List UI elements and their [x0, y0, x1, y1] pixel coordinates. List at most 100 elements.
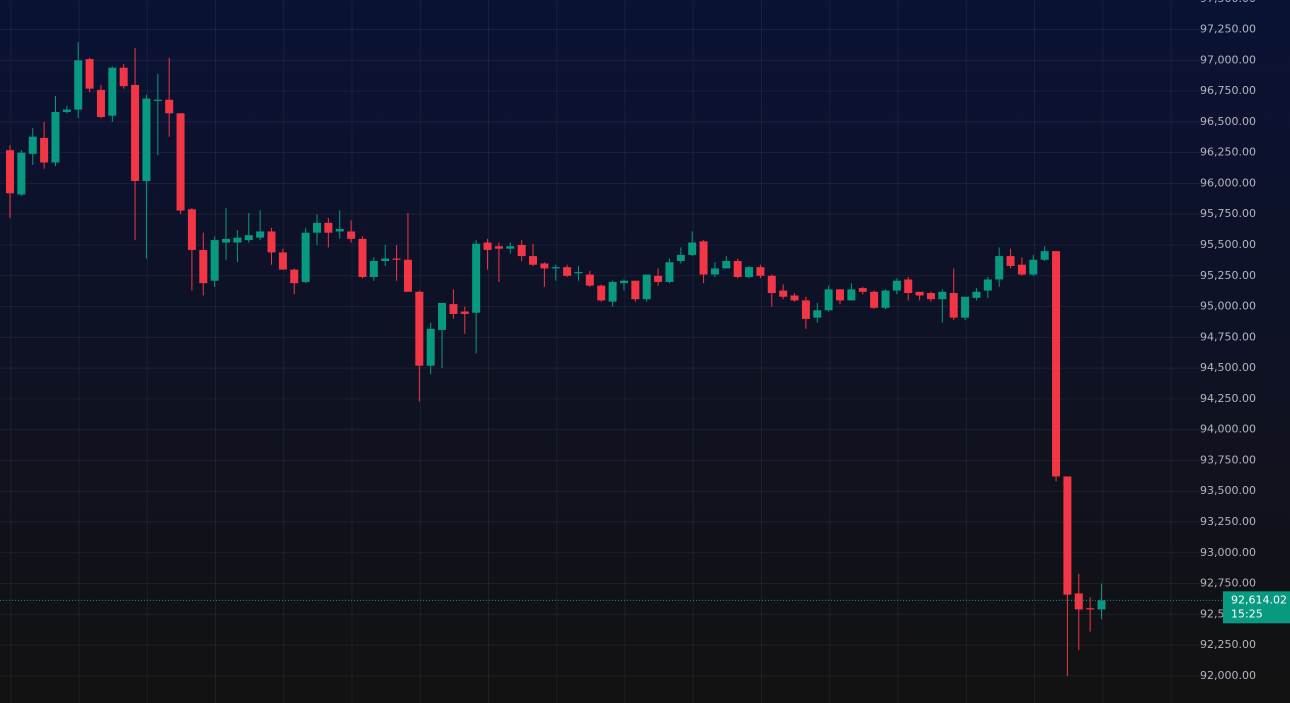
- candle-body: [688, 242, 697, 255]
- y-tick-label: 96,500.00: [1200, 115, 1256, 128]
- y-tick-label: 94,500.00: [1200, 361, 1256, 374]
- y-tick-label: 93,500.00: [1200, 484, 1256, 497]
- candle-body: [631, 280, 640, 300]
- candle-body: [210, 240, 219, 281]
- candle-body: [301, 232, 310, 282]
- candle-body: [1086, 608, 1095, 610]
- candle-body: [483, 242, 492, 250]
- candle-body: [290, 269, 299, 284]
- candle-body: [904, 279, 913, 294]
- y-tick-label: 97,250.00: [1200, 23, 1256, 36]
- y-tick-label: 92,000.00: [1200, 669, 1256, 682]
- candle-body: [17, 152, 26, 195]
- candle-body: [551, 267, 560, 269]
- candle-body: [472, 243, 481, 313]
- candle-body: [790, 295, 799, 301]
- candle-body: [870, 291, 879, 308]
- candle-body: [381, 258, 390, 262]
- candle-body: [1052, 251, 1061, 477]
- y-tick-label: 92,250.00: [1200, 638, 1256, 651]
- candle-body: [312, 222, 321, 233]
- candle-body: [199, 249, 208, 284]
- candle-body: [415, 291, 424, 366]
- candle-body: [267, 231, 276, 253]
- candle-body: [403, 259, 412, 292]
- candle-body: [699, 241, 708, 275]
- candle-body: [1029, 259, 1038, 275]
- candle-body: [529, 256, 538, 265]
- candle-body: [426, 328, 435, 366]
- candle-body: [51, 112, 60, 163]
- candle-body: [358, 238, 367, 278]
- candle-body: [563, 267, 572, 276]
- y-tick-label: 93,750.00: [1200, 453, 1256, 466]
- candle-body: [983, 279, 992, 291]
- candle-body: [244, 235, 253, 241]
- y-tick-label: 95,000.00: [1200, 300, 1256, 313]
- candle-body: [62, 109, 71, 113]
- y-tick-label: 95,750.00: [1200, 207, 1256, 220]
- candle-body: [40, 137, 49, 163]
- candle-body: [96, 89, 105, 117]
- candle-body: [938, 291, 947, 300]
- candle-body: [745, 267, 754, 278]
- candle-body: [1074, 593, 1083, 610]
- candle-body: [619, 280, 628, 284]
- candle-body: [608, 281, 617, 302]
- candle-body: [1006, 256, 1015, 266]
- candle-body: [710, 268, 719, 275]
- y-tick-label: 97,500.00: [1200, 0, 1256, 5]
- candle-body: [915, 291, 924, 296]
- candle-body: [335, 228, 344, 232]
- candle-body: [108, 67, 117, 116]
- candle-body: [369, 261, 378, 278]
- candle-body: [1040, 251, 1049, 260]
- y-tick-label: 92,750.00: [1200, 577, 1256, 590]
- candle-body: [438, 302, 447, 330]
- y-tick-label: 96,000.00: [1200, 176, 1256, 189]
- candle-body: [256, 231, 265, 238]
- candle-body: [972, 291, 981, 298]
- time-grid: [10, 0, 1172, 703]
- candle-body: [187, 209, 196, 250]
- candle-body: [574, 272, 583, 274]
- candle-body: [1017, 264, 1026, 275]
- candle-body: [733, 261, 742, 278]
- candle-body: [654, 275, 663, 282]
- candle-body: [1063, 476, 1072, 595]
- y-tick-label: 95,250.00: [1200, 269, 1256, 282]
- candle-body: [74, 60, 83, 110]
- candle-body: [585, 274, 594, 286]
- candle-body: [540, 263, 549, 269]
- candle-body: [449, 304, 458, 314]
- candle-body: [676, 254, 685, 262]
- candle-body: [392, 258, 401, 260]
- candle-body: [324, 222, 333, 233]
- candle-body: [801, 300, 810, 319]
- candle-body: [85, 59, 94, 89]
- last-price-box: [1223, 591, 1290, 624]
- candle-body: [836, 289, 845, 301]
- candle-body: [460, 311, 469, 314]
- candle-body: [881, 290, 890, 308]
- y-tick-label: 93,250.00: [1200, 515, 1256, 528]
- candle-body: [278, 252, 287, 270]
- candle-body: [6, 150, 14, 194]
- candle-body: [494, 246, 503, 249]
- candle-body: [722, 261, 731, 269]
- candle-body: [995, 256, 1004, 280]
- candle-body: [892, 280, 901, 291]
- candle-body: [28, 136, 37, 154]
- candle-body: [153, 99, 162, 101]
- candle-body: [926, 293, 935, 300]
- candle-body: [347, 231, 356, 239]
- y-tick-label: 96,750.00: [1200, 84, 1256, 97]
- candle-body: [142, 98, 151, 181]
- candle-body: [756, 267, 765, 276]
- candle-body: [642, 274, 651, 300]
- candle-body: [858, 288, 867, 292]
- y-tick-label: 94,750.00: [1200, 330, 1256, 343]
- candle-body: [813, 310, 822, 318]
